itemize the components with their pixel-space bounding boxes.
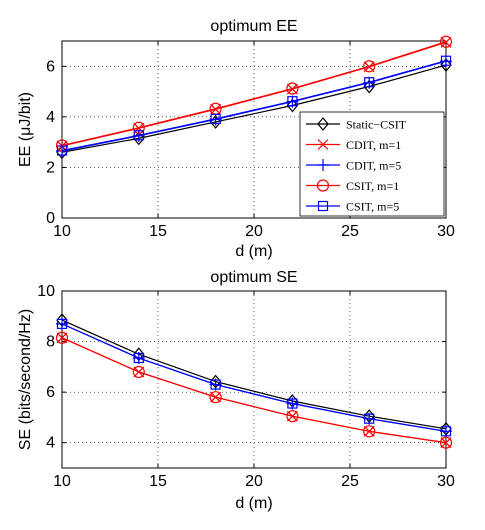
chart-title: optimum SE	[210, 269, 297, 286]
x-axis-label: d (m)	[235, 243, 272, 260]
data-point	[440, 55, 452, 66]
series-line	[61, 337, 447, 444]
data-point	[287, 96, 298, 107]
chart-title: optimum EE	[210, 18, 297, 35]
legend-entry: CSIT, m=5	[346, 200, 399, 214]
x-tick-label: 10	[53, 473, 71, 490]
legend-marker	[317, 200, 329, 212]
y-tick-label: 10	[37, 283, 55, 300]
series-4	[55, 331, 453, 449]
data-point	[210, 379, 221, 390]
x-tick-label: 20	[245, 473, 263, 490]
x-axis-label: d (m)	[235, 495, 272, 512]
legend-marker	[317, 139, 329, 150]
x-tick-label: 10	[53, 223, 71, 240]
data-point	[56, 145, 68, 156]
series-line	[61, 41, 447, 147]
y-tick-label: 6	[46, 384, 55, 401]
data-point	[133, 130, 144, 141]
legend-marker	[317, 117, 329, 131]
data-point	[55, 139, 69, 152]
data-point	[363, 425, 376, 438]
data-point	[440, 426, 452, 437]
y-axis-label: EE (μJ/bit)	[17, 92, 34, 167]
data-point	[286, 410, 299, 423]
data-point	[55, 331, 69, 344]
y-axis-label: SE (bits/second/Hz)	[17, 309, 34, 450]
series-1	[56, 313, 452, 436]
y-tick-label: 8	[46, 334, 55, 351]
data-point	[439, 436, 453, 449]
y-tick-label: 6	[46, 58, 55, 75]
x-tick-label: 25	[341, 223, 359, 240]
series-line	[61, 323, 447, 432]
legend: Static−CSIT CDIT, m=1 CDIT, m=5 CSIT, m=1 CS…	[299, 111, 445, 217]
data-point	[364, 413, 375, 424]
chart-2: 10 15 20 25 30 4 6 8 10 optimum SE d (m) SE (bits/s…	[17, 269, 455, 512]
legend-marker	[316, 179, 330, 192]
grid	[62, 291, 446, 468]
data-point	[210, 113, 221, 124]
x-tick-label: 15	[149, 223, 167, 240]
data-point	[56, 318, 68, 329]
y-tick-label: 4	[46, 109, 55, 126]
data-point	[363, 60, 376, 73]
data-point	[132, 121, 145, 134]
legend-entry: CDIT, m=1	[346, 138, 401, 152]
series-2	[56, 332, 452, 449]
y-tick-label: 4	[46, 435, 55, 452]
data-point	[209, 391, 222, 404]
x-tick-label: 15	[149, 473, 167, 490]
series-5	[56, 55, 452, 156]
x-tick-label: 25	[341, 473, 359, 490]
x-tick-label: 30	[437, 223, 455, 240]
series-line	[61, 64, 447, 153]
series-5	[56, 318, 452, 437]
legend-marker	[317, 159, 329, 171]
x-tick-label: 20	[245, 223, 263, 240]
legend-entry: Static−CSIT	[346, 118, 407, 132]
y-tick-label: 0	[46, 210, 55, 227]
data-point	[440, 58, 452, 72]
data-point	[363, 79, 375, 94]
data-point	[364, 77, 375, 88]
data-point	[286, 82, 299, 95]
x-tick-label: 30	[437, 473, 455, 490]
chart-1: 10 15 20 25 30 0 2 4 6 optimum EE d (m) EE (μJ/bit)…	[17, 18, 455, 260]
legend-entry: CDIT, m=5	[346, 159, 401, 173]
series-line	[61, 319, 447, 430]
legend-entry: CSIT, m=1	[346, 179, 399, 193]
data-point	[286, 98, 299, 113]
series-line	[61, 60, 447, 152]
series-line	[61, 337, 447, 444]
y-tick-label: 2	[46, 159, 55, 176]
data-point	[287, 398, 298, 409]
data-point	[132, 365, 145, 379]
data-point	[133, 352, 144, 364]
data-point	[439, 35, 453, 48]
